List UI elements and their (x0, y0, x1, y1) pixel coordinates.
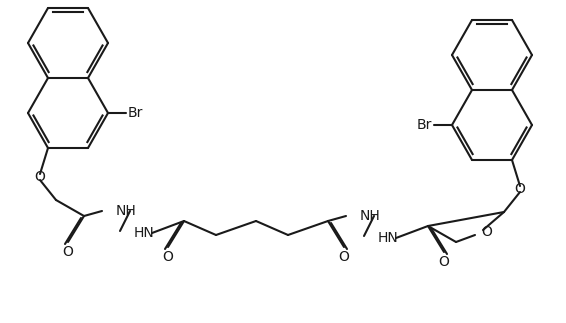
Text: HN: HN (134, 226, 155, 240)
Text: HN: HN (378, 231, 399, 245)
Text: O: O (63, 245, 74, 259)
Text: O: O (514, 182, 525, 196)
Text: O: O (439, 255, 449, 269)
Text: O: O (338, 250, 349, 264)
Text: O: O (481, 225, 492, 239)
Text: Br: Br (417, 118, 432, 132)
Text: O: O (35, 170, 45, 184)
Text: Br: Br (128, 106, 143, 120)
Text: NH: NH (116, 204, 137, 218)
Text: O: O (162, 250, 173, 264)
Text: NH: NH (360, 209, 381, 223)
